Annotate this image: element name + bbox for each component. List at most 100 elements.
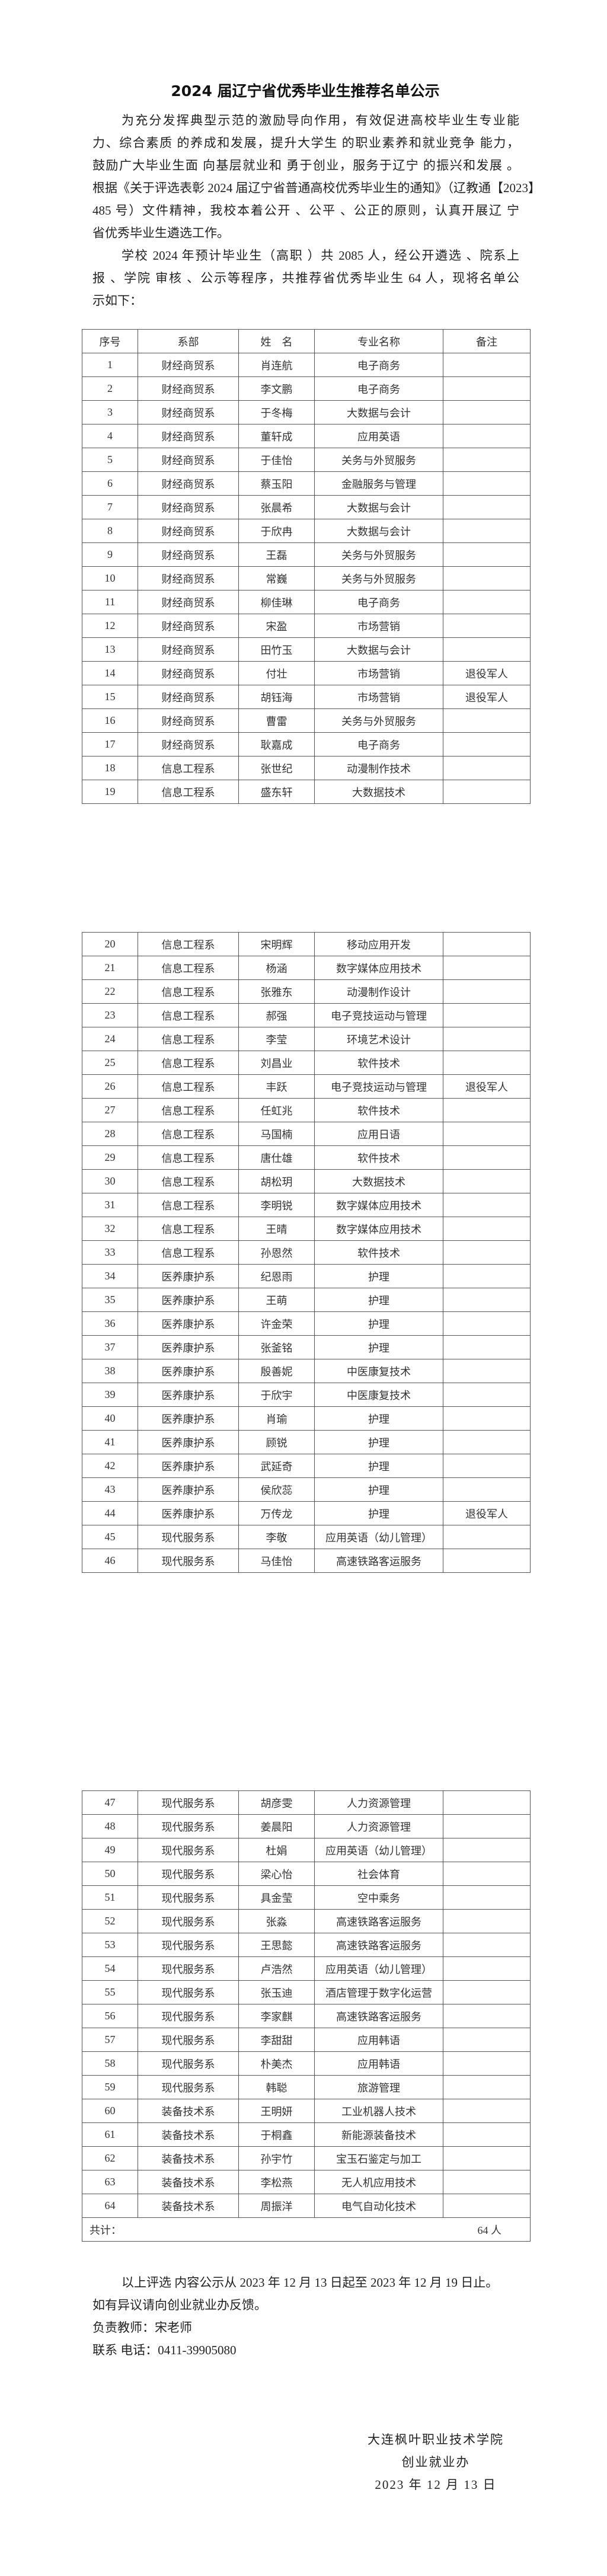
row-name: 张玉迪 [238,1980,315,2004]
row-department: 信息工程系 [138,979,239,1004]
row-department: 现代服务系 [138,2004,239,2028]
table-row: 59 现代服务系 韩聪 旅游管理 [82,2075,531,2099]
row-department: 信息工程系 [138,780,239,804]
row-index: 50 [82,1862,138,1886]
row-index: 59 [82,2075,138,2099]
row-remark [443,614,531,638]
notice-line-2: 如有异议请向创业就业办反馈。 [92,2298,267,2312]
table-row: 34 医养康护系 纪恩雨 护理 [82,1264,531,1288]
row-name: 杜娟 [238,1838,315,1862]
row-remark [443,708,531,733]
row-index: 29 [82,1145,138,1170]
signature-date: 2023 年 12 月 13 日 [375,2478,497,2492]
row-major: 关务与外贸服务 [314,448,443,472]
row-department: 现代服务系 [138,1525,239,1549]
row-department: 信息工程系 [138,1027,239,1051]
row-department: 现代服务系 [138,1814,239,1838]
row-department: 现代服务系 [138,1790,239,1815]
table-row: 27 信息工程系 任虹兆 软件技术 [82,1098,531,1122]
row-major: 环境艺术设计 [314,1027,443,1051]
row-index: 19 [82,780,138,804]
table-row: 19 信息工程系 盛东轩 大数据技术 [82,780,531,804]
row-major: 旅游管理 [314,2075,443,2099]
row-index: 62 [82,2146,138,2170]
row-name: 李文鹏 [238,376,315,401]
recommendation-table-part-2: 20 信息工程系 宋明辉 移动应用开发 21 信息工程系 杨涵 数字媒体应用技术 22 信息工程系… [82,932,531,1573]
row-department: 财经商贸系 [138,495,239,519]
row-major: 中医康复技术 [314,1383,443,1407]
row-department: 财经商贸系 [138,685,239,709]
row-index: 14 [82,661,138,685]
row-remark [443,2170,531,2194]
table-row: 29 信息工程系 唐仕雄 软件技术 [82,1145,531,1170]
header-name: 姓 名 [238,329,315,353]
row-name: 韩聪 [238,2075,315,2099]
responsible-teacher: 负责教师：宋老师 [92,2320,192,2335]
table-row: 2 财经商贸系 李文鹏 电子商务 [82,376,531,401]
row-remark [443,1240,531,1265]
row-major: 大数据技术 [314,1169,443,1193]
row-name: 王明妍 [238,2099,315,2123]
row-name: 万传龙 [238,1501,315,1525]
row-remark [443,1193,531,1217]
row-remark [443,1359,531,1383]
row-index: 18 [82,756,138,780]
row-remark [443,2051,531,2076]
intro_lines-line: 省优秀毕业生遴选工作。 [92,226,229,240]
row-department: 医养康护系 [138,1264,239,1288]
row-index: 20 [82,932,138,956]
row-department: 医养康护系 [138,1288,239,1312]
intro_lines-line: 力、综合素质 的养成和发展，提升大学生 的职业素养和就业竞争 能力， [92,136,519,150]
row-major: 软件技术 [314,1240,443,1265]
row-name: 李松燕 [238,2170,315,2194]
row-name: 付壮 [238,661,315,685]
row-department: 装备技术系 [138,2122,239,2147]
row-name: 卢浩然 [238,1956,315,1981]
table-row: 3 财经商贸系 于冬梅 大数据与会计 [82,400,531,424]
header-remark: 备注 [443,329,531,353]
row-remark [443,471,531,496]
row-remark: 退役军人 [443,661,531,685]
row-major: 电子竞技运动与管理 [314,1074,443,1099]
row-department: 医养康护系 [138,1406,239,1431]
row-major: 电子商务 [314,353,443,377]
row-index: 37 [82,1335,138,1359]
table-row: 18 信息工程系 张世纪 动漫制作技术 [82,756,531,780]
table-row: 58 现代服务系 朴美杰 应用韩语 [82,2051,531,2076]
table-row: 52 现代服务系 张淼 高速铁路客运服务 [82,1909,531,1933]
row-major: 护理 [314,1454,443,1478]
table-row: 55 现代服务系 张玉迪 酒店管理于数字化运营 [82,1980,531,2004]
row-remark [443,1477,531,1502]
table-row: 31 信息工程系 李明锐 数字媒体应用技术 [82,1193,531,1217]
row-name: 马佳怡 [238,1549,315,1573]
row-name: 孙宇竹 [238,2146,315,2170]
row-remark [443,1885,531,1910]
table-row: 46 现代服务系 马佳怡 高速铁路客运服务 [82,1549,531,1573]
row-name: 于冬梅 [238,400,315,424]
table-row: 21 信息工程系 杨涵 数字媒体应用技术 [82,956,531,980]
row-name: 耿嘉成 [238,732,315,756]
row-remark [443,2146,531,2170]
table-row: 43 医养康护系 侯欣蕊 护理 [82,1477,531,1502]
row-department: 财经商贸系 [138,661,239,685]
row-major: 大数据与会计 [314,495,443,519]
row-remark [443,1264,531,1288]
table-row: 57 现代服务系 李甜甜 应用韩语 [82,2028,531,2052]
table-row: 51 现代服务系 具金莹 空中乘务 [82,1885,531,1910]
row-remark [443,1956,531,1981]
row-remark [443,780,531,804]
row-department: 装备技术系 [138,2194,239,2218]
row-major: 市场营销 [314,685,443,709]
row-department: 财经商贸系 [138,590,239,614]
row-index: 31 [82,1193,138,1217]
row-index: 48 [82,1814,138,1838]
row-name: 胡彦雯 [238,1790,315,1815]
row-department: 医养康护系 [138,1335,239,1359]
row-department: 财经商贸系 [138,353,239,377]
row-department: 医养康护系 [138,1311,239,1336]
row-name: 刘昌业 [238,1051,315,1075]
row-name: 张世纪 [238,756,315,780]
row-remark [443,1814,531,1838]
table-row: 25 信息工程系 刘昌业 软件技术 [82,1051,531,1075]
row-name: 王萌 [238,1288,315,1312]
